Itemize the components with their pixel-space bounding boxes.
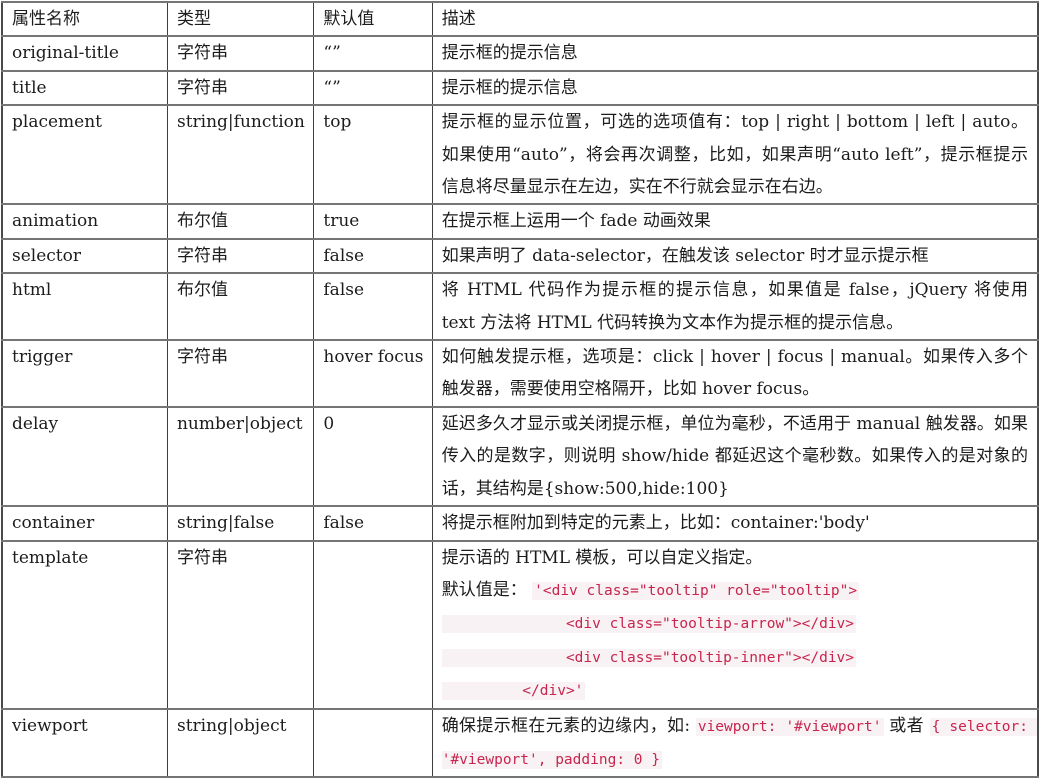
cell-type: 字符串 [166,69,315,107]
description-line: 提示语的 HTML 模板，可以自定义指定。 [441,543,1028,574]
description-text: 提示框的提示信息 [441,43,578,64]
table-row: trigger 字符串 hover focus 如何触发提示框，选项是：clic… [1,339,1039,408]
column-header-type: 类型 [166,0,315,38]
table-header: 属性名称 类型 默认值 描述 [1,0,1039,38]
cell-attribute-name: animation [1,203,168,240]
cell-default-value [313,707,433,779]
cell-default-value: “” [313,35,433,72]
cell-default-value: true [313,203,433,240]
cell-description: 如果声明了 data-selector，在触发该 selector 时才显示提示… [431,237,1039,275]
description-line: 延迟多久才显示或关闭提示框，单位为毫秒，不适用于 manual 触发器。如果传入… [441,409,1028,504]
description-text: 如何触发提示框，选项是：click | hover | focus | manu… [441,347,1028,400]
description-line: 在提示框上运用一个 fade 动画效果 [441,206,1028,236]
description-text: 提示语的 HTML 模板，可以自定义指定。 [441,547,763,568]
description-text: 将 HTML 代码作为提示框的提示信息，如果值是 false，jQuery 将使… [441,280,1028,333]
description-text: 如果声明了 data-selector，在触发该 selector 时才显示提示… [441,245,929,266]
cell-type: 字符串 [166,339,315,408]
cell-description: 提示语的 HTML 模板，可以自定义指定。 默认值是： '<div class="… [431,539,1039,710]
cell-type: 字符串 [166,539,315,710]
description-text: 或者 [883,715,930,736]
description-line: 提示框的提示信息 [441,73,1028,103]
cell-default-value: 0 [313,405,433,508]
table-row: html 布尔值 false 将 HTML 代码作为提示框的提示信息，如果值是 … [1,272,1039,342]
inline-code: <div class="tooltip-arrow"></div> [441,615,857,634]
cell-description: 将 HTML 代码作为提示框的提示信息，如果值是 false，jQuery 将使… [431,272,1039,342]
table-row: selector 字符串 false 如果声明了 data-selector，在… [1,237,1039,275]
cell-type: 布尔值 [166,203,315,240]
cell-attribute-name: template [1,539,168,710]
cell-attribute-name: title [1,69,168,107]
inline-code: viewport: '#viewport' [695,717,884,736]
description-text: 在提示框上运用一个 fade 动画效果 [441,211,711,232]
cell-attribute-name: delay [1,405,168,508]
table-body: original-title 字符串 “” 提示框的提示信息 title 字符串… [1,35,1039,779]
inline-code: '<div class="tooltip" role="tooltip"> [532,581,860,600]
cell-description: 提示框的显示位置，可选的选项值有：top | right | bottom | … [431,104,1039,206]
description-line: 将提示框附加到特定的元素上，比如：container:'body' [441,508,1028,538]
cell-description: 确保提示框在元素的边缘内，如: viewport: '#viewport' 或者… [431,707,1039,779]
cell-attribute-name: container [1,505,168,542]
cell-attribute-name: trigger [1,339,168,408]
description-line: 提示框的显示位置，可选的选项值有：top | right | bottom | … [441,107,1028,202]
cell-type: string|false [166,505,315,542]
description-text: 将提示框附加到特定的元素上，比如：container:'body' [441,513,870,534]
cell-type: 字符串 [166,35,315,72]
description-line: 提示框的提示信息 [441,38,1028,68]
cell-description: 如何触发提示框，选项是：click | hover | focus | manu… [431,339,1039,408]
cell-description: 将提示框附加到特定的元素上，比如：container:'body' [431,505,1039,542]
cell-attribute-name: selector [1,237,168,275]
header-row: 属性名称 类型 默认值 描述 [1,0,1039,38]
table-row: title 字符串 “” 提示框的提示信息 [1,69,1039,107]
cell-default-value: top [313,104,433,206]
inline-code: </div>' [441,682,586,701]
description-line: <div class="tooltip-inner"></div> [441,641,1028,674]
description-text: 提示框的提示信息 [441,77,578,98]
cell-description: 在提示框上运用一个 fade 动画效果 [431,203,1039,240]
column-header-default-value: 默认值 [313,0,433,38]
table-row: original-title 字符串 “” 提示框的提示信息 [1,35,1039,72]
cell-type: string|object [166,707,315,779]
table-row: viewport string|object 确保提示框在元素的边缘内，如: v… [1,707,1039,779]
table-row: template 字符串 提示语的 HTML 模板，可以自定义指定。 默认值是： … [1,539,1039,710]
description-text: 确保提示框在元素的边缘内，如: [441,715,696,736]
description-text: 默认值是： [441,579,533,600]
description-line: 如何触发提示框，选项是：click | hover | focus | manu… [441,342,1028,405]
table-row: delay number|object 0 延迟多久才显示或关闭提示框，单位为毫… [1,405,1039,508]
table-row: animation 布尔值 true 在提示框上运用一个 fade 动画效果 [1,203,1039,240]
cell-attribute-name: viewport [1,707,168,779]
description-line: <div class="tooltip-arrow"></div> [441,607,1028,640]
table-row: container string|false false 将提示框附加到特定的元… [1,505,1039,542]
cell-type: string|function [166,104,315,206]
cell-description: 提示框的提示信息 [431,35,1039,72]
cell-description: 延迟多久才显示或关闭提示框，单位为毫秒，不适用于 manual 触发器。如果传入… [431,405,1039,508]
description-text: 提示框的显示位置，可选的选项值有：top | right | bottom | … [441,112,1028,198]
cell-default-value: false [313,237,433,275]
cell-type: number|object [166,405,315,508]
description-line: 将 HTML 代码作为提示框的提示信息，如果值是 false，jQuery 将使… [441,275,1028,338]
inline-code: <div class="tooltip-inner"></div> [441,648,857,667]
cell-default-value: false [313,272,433,342]
description-line: 确保提示框在元素的边缘内，如: viewport: '#viewport' 或者… [441,711,1037,776]
cell-attribute-name: html [1,272,168,342]
column-header-description: 描述 [431,0,1039,38]
cell-description: 提示框的提示信息 [431,69,1039,107]
cell-attribute-name: original-title [1,35,168,72]
description-text: 延迟多久才显示或关闭提示框，单位为毫秒，不适用于 manual 触发器。如果传入… [441,413,1028,499]
cell-default-value: hover focus [313,339,433,408]
cell-default-value [313,539,433,710]
table-row: placement string|function top 提示框的显示位置，可… [1,104,1039,206]
description-line: 如果声明了 data-selector，在触发该 selector 时才显示提示… [441,241,1028,271]
description-line: 默认值是： '<div class="tooltip" role="toolti… [442,574,1028,607]
cell-type: 布尔值 [166,272,315,342]
cell-attribute-name: placement [1,104,168,206]
cell-default-value: “” [313,69,433,107]
description-line: </div>' [441,674,1028,706]
cell-type: 字符串 [166,237,315,275]
cell-default-value: false [313,505,433,542]
column-header-attribute-name: 属性名称 [1,0,168,38]
